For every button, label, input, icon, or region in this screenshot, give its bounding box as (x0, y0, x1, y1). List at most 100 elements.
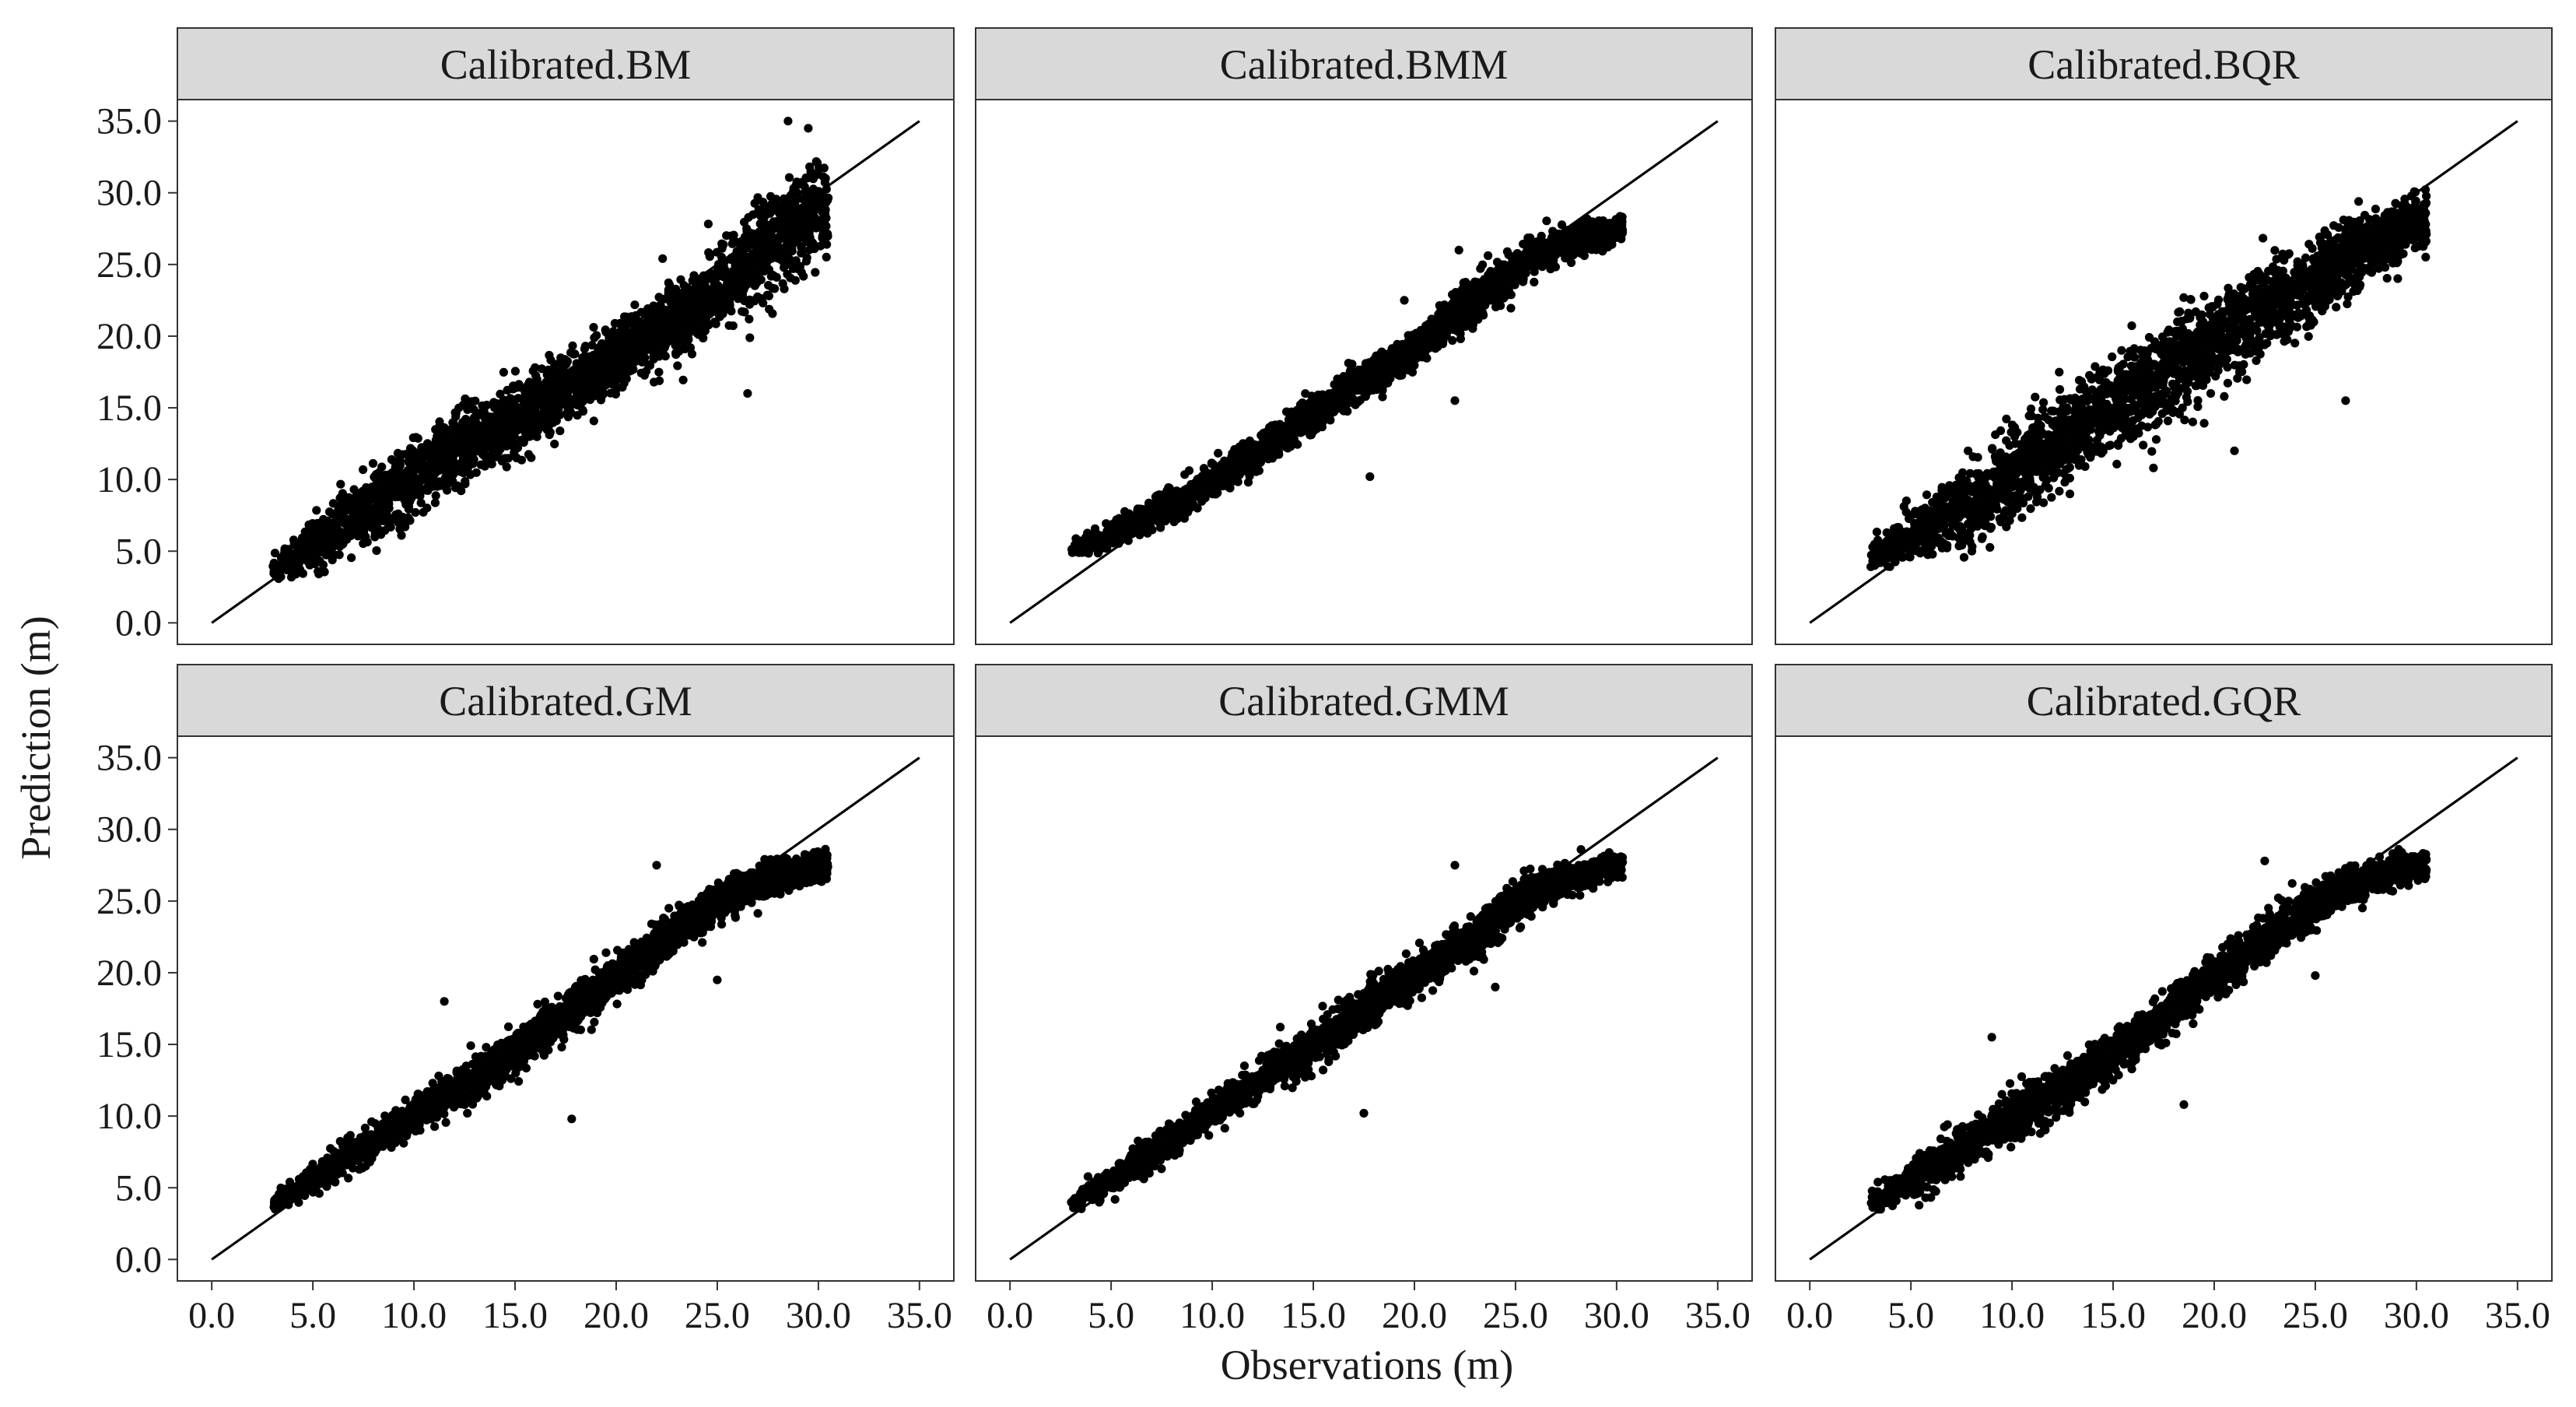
data-point (531, 371, 541, 381)
data-point (289, 535, 299, 545)
data-point (1451, 288, 1460, 297)
data-point (642, 346, 651, 355)
data-point (1369, 382, 1378, 391)
data-point (359, 539, 368, 549)
data-point (347, 553, 356, 563)
data-point (270, 549, 280, 558)
data-point (580, 344, 590, 353)
data-point (401, 449, 411, 459)
data-point (312, 506, 321, 515)
data-point (372, 546, 381, 556)
data-point (1530, 277, 1539, 287)
data-point (1506, 304, 1516, 313)
data-point (789, 200, 798, 209)
data-point (689, 271, 699, 280)
data-point (646, 339, 655, 348)
data-point (559, 356, 569, 367)
data-point (725, 298, 734, 307)
data-point (431, 491, 440, 500)
data-point (702, 273, 711, 283)
data-point (764, 237, 773, 246)
data-point (1232, 465, 1242, 475)
data-point (684, 324, 693, 333)
data-point (581, 363, 591, 372)
data-point (1149, 505, 1158, 514)
data-point (740, 217, 749, 227)
data-point (516, 416, 526, 426)
data-point (691, 296, 700, 306)
data-point (634, 333, 644, 343)
data-point (745, 300, 755, 309)
data-point (574, 384, 584, 395)
data-point (422, 504, 432, 513)
data-point (1233, 477, 1242, 486)
data-point (476, 422, 485, 431)
data-point (450, 408, 460, 417)
data-point (465, 424, 475, 433)
data-point (491, 426, 500, 435)
data-point (549, 363, 559, 373)
data-point (811, 170, 820, 179)
data-point (343, 504, 352, 513)
data-point (664, 333, 673, 342)
data-point (765, 209, 774, 218)
data-point (550, 401, 559, 411)
data-point (387, 454, 396, 465)
data-point (457, 486, 466, 496)
data-point (411, 507, 420, 518)
data-point (649, 353, 658, 362)
data-point (400, 487, 409, 496)
data-point (801, 257, 811, 266)
data-point (607, 369, 616, 378)
data-point (552, 385, 561, 395)
data-point (654, 367, 664, 377)
data-point (587, 341, 597, 350)
data-point (1548, 256, 1558, 265)
data-point (786, 273, 795, 282)
data-point (748, 210, 758, 219)
data-point (388, 472, 398, 482)
data-point (1579, 251, 1589, 261)
data-point (810, 244, 819, 254)
data-point (300, 527, 310, 537)
data-point (448, 467, 458, 476)
data-point (377, 477, 387, 486)
data-point (494, 447, 503, 457)
data-point (442, 458, 452, 467)
data-point (457, 467, 466, 476)
data-point (1503, 290, 1512, 300)
data-point (791, 259, 801, 268)
data-point (403, 513, 413, 522)
data-point (457, 431, 467, 440)
data-point (416, 498, 426, 507)
data-point (334, 506, 343, 515)
data-point (738, 282, 748, 292)
data-point (822, 252, 831, 261)
data-point (580, 369, 590, 378)
data-point (1256, 430, 1266, 440)
data-point-outlier (804, 124, 813, 133)
data-point (654, 293, 664, 302)
data-point (811, 268, 820, 277)
data-point (797, 268, 806, 277)
data-point (371, 514, 381, 524)
data-point (680, 344, 690, 353)
y-tick-label: 20.0 (96, 316, 162, 357)
data-point (679, 337, 689, 346)
reference-line (211, 120, 920, 624)
data-point (1348, 394, 1358, 403)
data-point (601, 325, 610, 335)
data-point (317, 547, 327, 556)
data-point (531, 377, 541, 387)
data-point (510, 367, 520, 376)
data-point (624, 328, 633, 338)
data-point (1193, 504, 1202, 513)
data-point (550, 440, 559, 449)
y-tick-label: 25.0 (96, 244, 162, 286)
data-point (564, 380, 573, 389)
data-point (777, 245, 787, 254)
data-point (587, 370, 597, 379)
data-point (361, 532, 370, 542)
data-point (758, 258, 767, 267)
panel-border (177, 99, 955, 645)
